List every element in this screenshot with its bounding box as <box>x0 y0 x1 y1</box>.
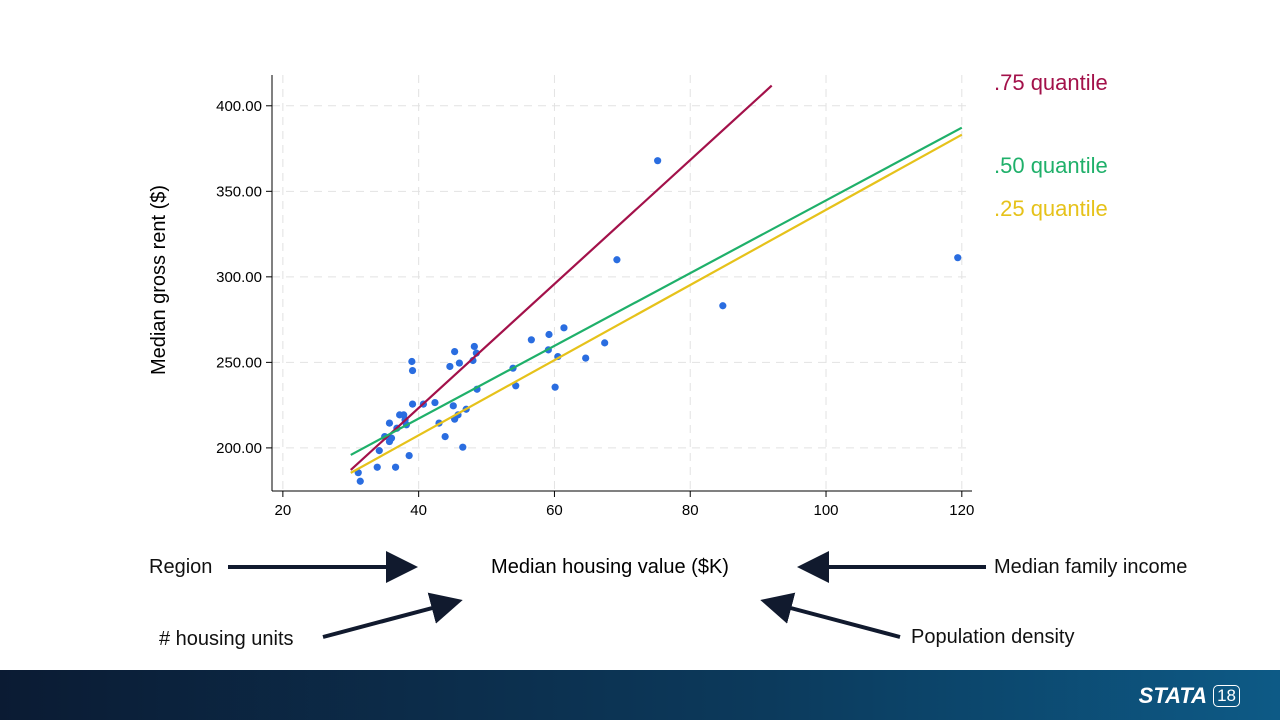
data-point <box>954 254 962 262</box>
x-tick-label: 60 <box>546 502 563 519</box>
stata-logo: STATA 18 <box>1139 683 1240 709</box>
data-point <box>527 336 535 344</box>
data-point <box>582 354 590 362</box>
data-point <box>385 419 394 427</box>
data-point <box>373 463 381 471</box>
population-density-label: Population density <box>911 626 1075 648</box>
data-point <box>431 398 439 407</box>
x-tick-label: 100 <box>814 502 839 519</box>
data-point <box>408 366 417 375</box>
arrows <box>228 551 986 639</box>
legend-q50: .50 quantile <box>994 153 1108 178</box>
logo-word: STATA <box>1138 683 1208 708</box>
data-point <box>391 463 400 471</box>
logo-version: 18 <box>1213 685 1240 707</box>
data-point <box>601 339 609 347</box>
quantile-line-0 <box>350 84 773 471</box>
quantile-line-2 <box>350 133 963 474</box>
family-income-label: Median family income <box>994 556 1188 578</box>
scatter-chart: 20 40 60 80 100 120 200.00 250.00 300.00 350.00 40… <box>148 75 974 578</box>
y-tick-label: 200.00 <box>216 440 262 457</box>
data-point <box>512 382 520 390</box>
arrow-housing-units <box>322 592 463 639</box>
data-point <box>551 383 559 391</box>
legend-q25: .25 quantile <box>994 196 1108 221</box>
x-tick-label: 120 <box>949 502 974 519</box>
housing-units-label: # housing units <box>159 628 294 650</box>
footer-bar: STATA 18 <box>0 670 1280 720</box>
y-tick-label: 300.00 <box>216 269 262 286</box>
y-axis-title: Median gross rent ($) <box>148 185 170 375</box>
x-tick-label: 40 <box>410 502 427 519</box>
data-point <box>560 324 568 332</box>
x-tick-label: 20 <box>275 502 292 519</box>
data-point <box>408 357 416 366</box>
data-point <box>356 477 364 485</box>
x-axis-title: Median housing value ($K) <box>491 556 729 578</box>
data-point <box>654 157 662 165</box>
data-point <box>451 347 459 356</box>
data-point <box>719 302 727 310</box>
data-point <box>441 433 449 441</box>
data-point <box>455 359 463 367</box>
quantile-line-1 <box>350 126 963 456</box>
y-tick-label: 400.00 <box>216 98 262 115</box>
x-tick-label: 80 <box>682 502 699 519</box>
data-point <box>387 434 396 442</box>
data-point <box>375 447 383 455</box>
region-label: Region <box>149 556 213 578</box>
data-point <box>408 400 417 408</box>
data-point <box>545 330 553 339</box>
data-point <box>449 402 457 410</box>
y-tick-label: 250.00 <box>216 354 262 371</box>
data-point <box>405 451 413 460</box>
data-point <box>446 362 454 371</box>
arrow-population-density <box>760 592 901 639</box>
data-point <box>613 256 621 264</box>
data-point <box>459 443 467 451</box>
legend-q75: .75 quantile <box>994 70 1108 95</box>
y-tick-label: 350.00 <box>216 183 262 200</box>
data-point <box>470 342 478 351</box>
